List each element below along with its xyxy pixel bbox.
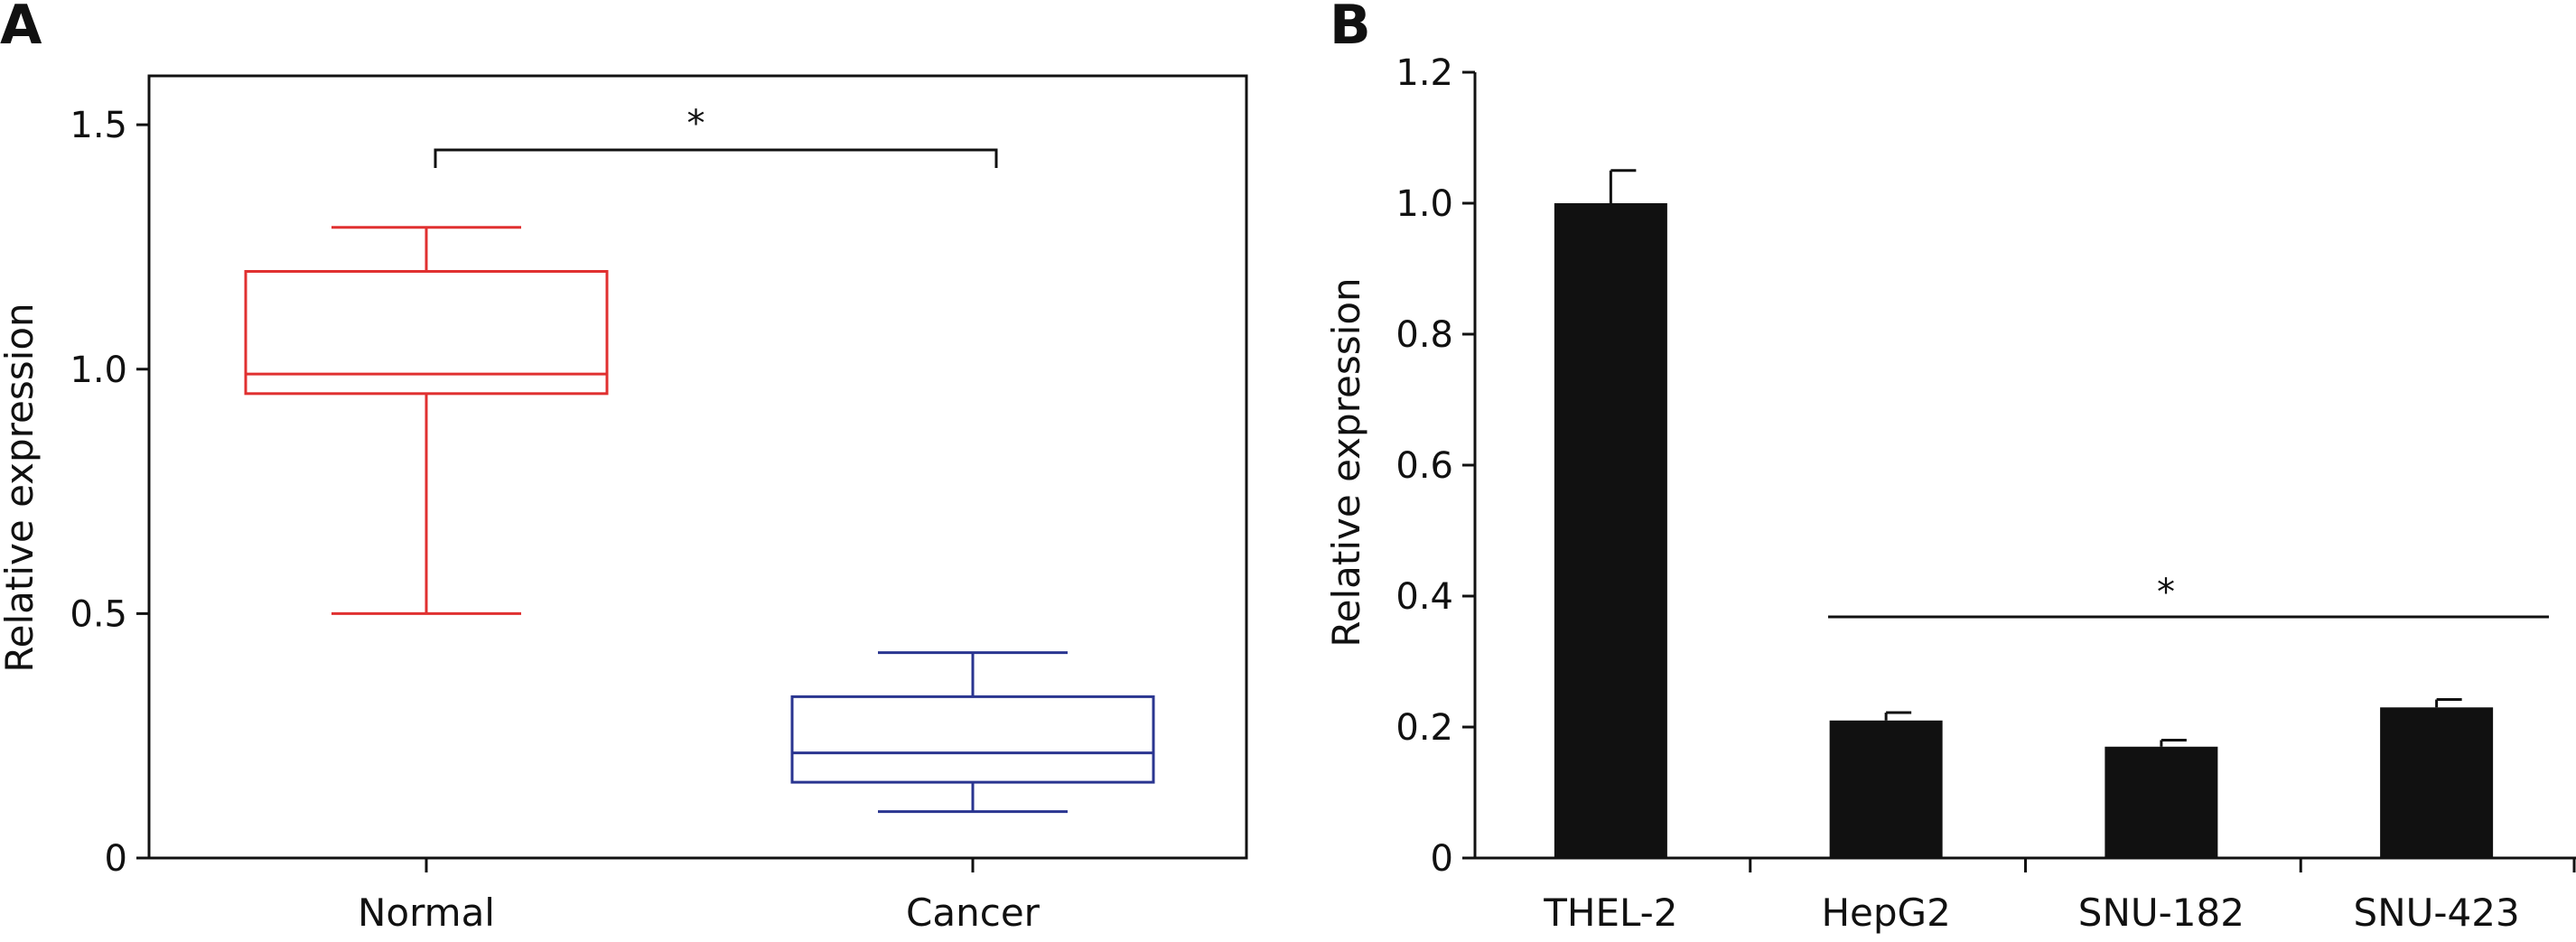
panel-b-bars [1554,169,2494,858]
bar [1554,203,1667,858]
panel-a-y-tick-label: 0 [105,838,127,880]
panel-a-y-tick-label: 1.5 [70,105,127,146]
panel-b-x-ticks: THEL-2 HepG2 SNU-182 SNU-423 [1543,858,2576,935]
panel-a-boxes [244,226,1155,814]
bar [2380,707,2494,858]
panel-b-x-tick-label: THEL-2 [1543,891,1677,935]
bar [1829,720,1943,858]
panel-a-x-tick-label: Cancer [906,891,1041,935]
panel-b: B Relative expression 0 0.2 0.4 0.6 0.8 1.0 1.… [1324,0,2576,935]
panel-a: A Relative expression 0 0.5 1.0 1.5 Normal C… [0,0,1248,935]
panel-b-y-tick-label: 0.6 [1395,445,1453,487]
significance-asterisk: * [2157,572,2175,613]
panel-a-y-tick-label: 1.0 [70,350,127,391]
panel-b-y-tick-label: 1.0 [1395,183,1453,225]
panel-b-y-tick-label: 0.4 [1395,576,1453,618]
panel-a-x-tick-label: Normal [358,891,495,935]
panel-a-y-tick-label: 0.5 [70,593,127,635]
panel-b-y-tick-label: 0.8 [1395,314,1453,356]
bar [2105,746,2218,858]
significance-bracket [434,148,998,168]
panel-b-y-tick-label: 0 [1431,838,1453,880]
significance-asterisk: * [687,103,705,145]
box-iqr [790,695,1155,784]
panel-b-letter: B [1330,0,1371,57]
panel-b-x-tick-label: SNU-423 [2354,891,2520,935]
panel-a-significance: * [434,103,998,168]
panel-a-letter: A [0,0,42,57]
panel-a-plot-frame [147,74,1248,860]
panel-a-y-axis-label: Relative expression [0,303,42,672]
panel-b-significance: * [1828,572,2549,619]
panel-b-y-ticks: 0 0.2 0.4 0.6 0.8 1.0 1.2 [1395,52,1475,880]
panel-a-y-ticks: 0 0.5 1.0 1.5 [70,105,149,880]
panel-b-y-tick-label: 1.2 [1395,52,1453,94]
panel-a-x-ticks: Normal Cancer [358,858,1041,935]
box-iqr [244,270,609,396]
panel-b-x-tick-label: HepG2 [1821,891,1950,935]
panel-b-y-tick-label: 0.2 [1395,707,1453,749]
panel-b-x-tick-label: SNU-182 [2078,891,2245,935]
panel-b-y-axis-label: Relative expression [1324,277,1368,647]
